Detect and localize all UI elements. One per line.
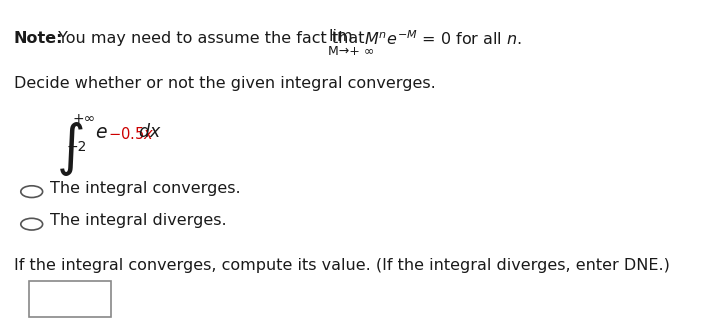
Text: The integral diverges.: The integral diverges. (50, 214, 226, 228)
Text: Note:: Note: (14, 31, 63, 46)
Text: $e$: $e$ (96, 123, 108, 142)
Text: −2: −2 (67, 140, 87, 154)
Text: If the integral converges, compute its value. (If the integral diverges, enter D: If the integral converges, compute its v… (14, 258, 669, 273)
Text: $-0.5x$: $-0.5x$ (108, 126, 154, 142)
Text: Decide whether or not the given integral converges.: Decide whether or not the given integral… (14, 76, 435, 91)
Text: lim: lim (329, 29, 354, 44)
Text: The integral converges.: The integral converges. (50, 181, 241, 196)
Text: M→+ ∞: M→+ ∞ (328, 45, 374, 58)
Text: $M^n e^{-M}$ = 0 for all $n$.: $M^n e^{-M}$ = 0 for all $n$. (364, 29, 522, 48)
Text: +∞: +∞ (73, 112, 96, 126)
Text: $\int$: $\int$ (56, 120, 83, 178)
FancyBboxPatch shape (29, 281, 111, 317)
Text: You may need to assume the fact that: You may need to assume the fact that (53, 31, 365, 46)
Text: $dx$: $dx$ (138, 123, 161, 141)
